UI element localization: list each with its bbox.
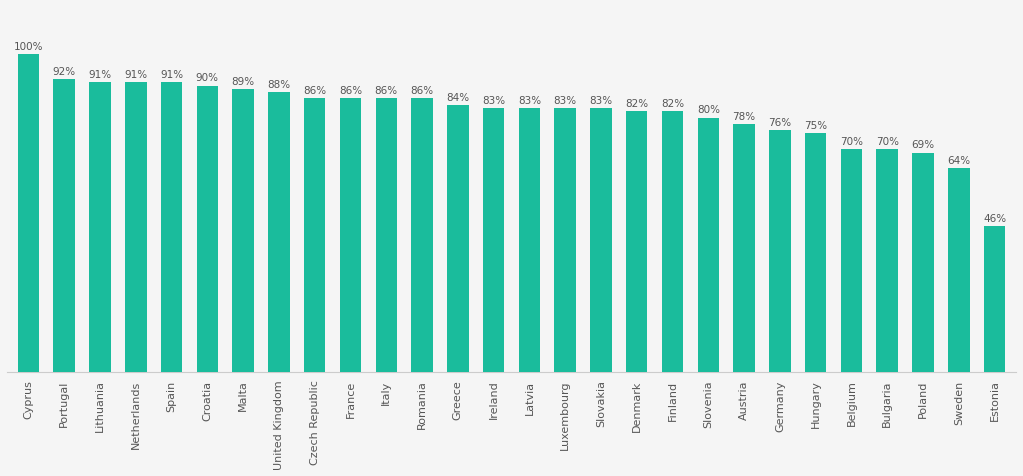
Text: 78%: 78%: [732, 111, 756, 121]
Text: 86%: 86%: [303, 86, 326, 96]
Text: 83%: 83%: [589, 96, 613, 106]
Bar: [769, 131, 791, 373]
Bar: [17, 55, 39, 373]
Text: 89%: 89%: [231, 77, 255, 87]
Bar: [447, 106, 469, 373]
Bar: [232, 89, 254, 373]
Text: 70%: 70%: [876, 137, 899, 147]
Bar: [841, 150, 862, 373]
Bar: [590, 109, 612, 373]
Text: 76%: 76%: [768, 118, 792, 128]
Text: 80%: 80%: [697, 105, 720, 115]
Text: 64%: 64%: [947, 156, 971, 166]
Bar: [984, 227, 1006, 373]
Bar: [304, 99, 325, 373]
Bar: [554, 109, 576, 373]
Bar: [375, 99, 397, 373]
Text: 86%: 86%: [410, 86, 434, 96]
Bar: [805, 134, 827, 373]
Text: 69%: 69%: [911, 140, 935, 150]
Bar: [340, 99, 361, 373]
Text: 82%: 82%: [625, 99, 649, 109]
Text: 86%: 86%: [374, 86, 398, 96]
Bar: [53, 80, 75, 373]
Text: 83%: 83%: [482, 96, 505, 106]
Bar: [948, 169, 970, 373]
Bar: [411, 99, 433, 373]
Text: 46%: 46%: [983, 213, 1007, 223]
Text: 86%: 86%: [339, 86, 362, 96]
Bar: [733, 125, 755, 373]
Bar: [161, 83, 182, 373]
Text: 91%: 91%: [88, 70, 112, 80]
Text: 82%: 82%: [661, 99, 684, 109]
Text: 75%: 75%: [804, 121, 828, 131]
Bar: [268, 93, 290, 373]
Bar: [913, 153, 934, 373]
Bar: [89, 83, 110, 373]
Bar: [519, 109, 540, 373]
Text: 100%: 100%: [13, 41, 43, 51]
Text: 91%: 91%: [124, 70, 147, 80]
Bar: [698, 118, 719, 373]
Text: 90%: 90%: [195, 73, 219, 83]
Bar: [125, 83, 146, 373]
Text: 92%: 92%: [52, 67, 76, 77]
Bar: [877, 150, 898, 373]
Bar: [196, 87, 218, 373]
Text: 83%: 83%: [553, 96, 577, 106]
Text: 83%: 83%: [518, 96, 541, 106]
Bar: [626, 112, 648, 373]
Text: 84%: 84%: [446, 92, 470, 102]
Bar: [483, 109, 504, 373]
Text: 70%: 70%: [840, 137, 863, 147]
Text: 91%: 91%: [160, 70, 183, 80]
Bar: [662, 112, 683, 373]
Text: 88%: 88%: [267, 79, 291, 89]
